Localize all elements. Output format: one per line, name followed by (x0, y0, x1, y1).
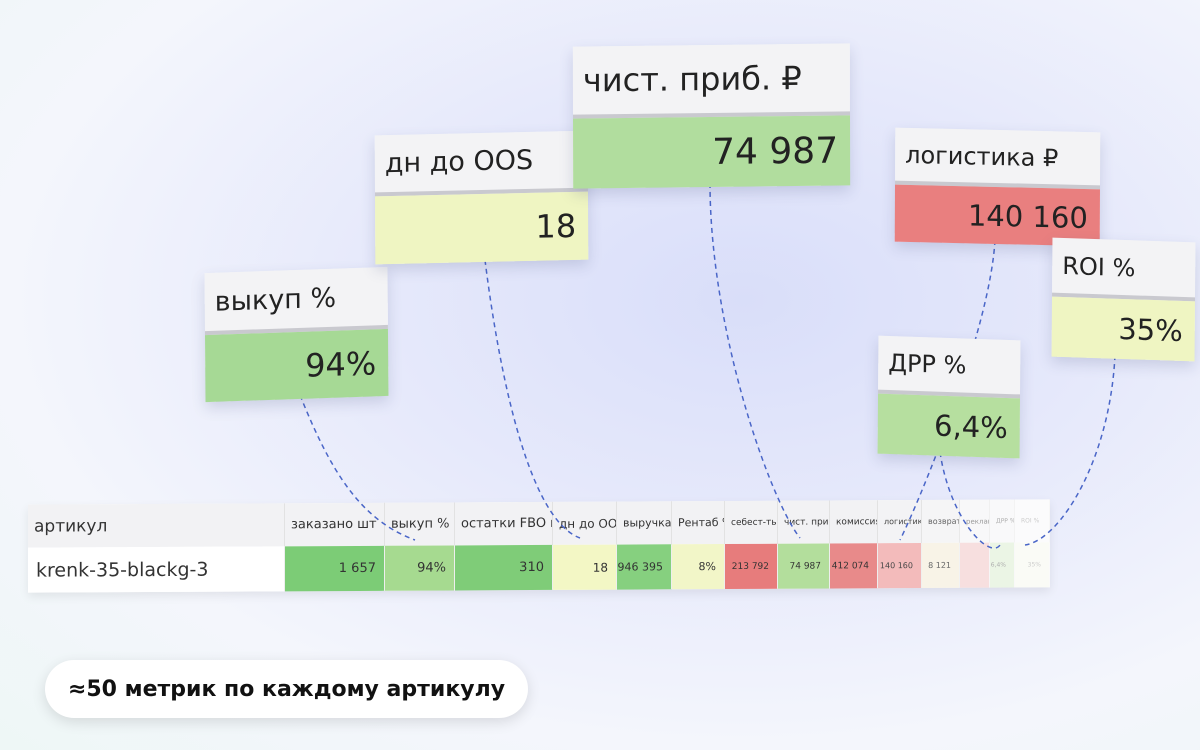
metrics-table: артикул krenk-35-blackg-3 заказано шт 1 657… (28, 499, 1050, 593)
data-cell: 6,4% (990, 542, 1015, 588)
header-cell: выручка ₽ (617, 501, 672, 545)
header-cell: комиссия ₽ (830, 500, 878, 544)
header-cell: Рентаб % (672, 501, 725, 545)
header-cell: заказано шт (285, 502, 385, 547)
callout-value: 6,4% (877, 393, 1020, 459)
header-cell: ROI % (1015, 499, 1050, 543)
header-cell: чист. приб. ₽ (778, 500, 830, 544)
callout: ДРР % 6,4% (877, 335, 1021, 459)
data-cell: 35% (1015, 542, 1050, 588)
callout-value: 140 160 (894, 184, 1100, 247)
data-cell: 18 (553, 544, 617, 590)
caption: ≈50 метрик по каждому артикулу (45, 660, 528, 718)
header-cell: остатки FBO шт (455, 501, 553, 546)
callout: чист. приб. ₽74 987 (572, 43, 851, 189)
callout-value: 35% (1051, 296, 1195, 362)
callout-label: чист. приб. ₽ (572, 43, 850, 119)
connector (709, 182, 801, 539)
callout: логистика ₽140 160 (894, 127, 1101, 247)
header-cell: реклама ₽ (960, 499, 990, 543)
data-cell: 94% (385, 545, 455, 591)
data-cell: 213 792 (725, 543, 778, 590)
header-cell: логистика ₽ (878, 499, 922, 544)
callout-label: выкуп % (204, 266, 388, 336)
callout-value: 94% (205, 328, 389, 403)
header-cell: выкуп % (385, 502, 455, 546)
data-cell: 412 074 (830, 543, 878, 589)
callout-label: ROI % (1052, 237, 1196, 302)
data-cell: 946 395 (617, 544, 672, 590)
callout-label: дн до OOS (374, 130, 588, 197)
header-cell: себест-ть ₽ (725, 500, 778, 545)
data-cell: 8 121 (922, 542, 960, 588)
connector (484, 259, 581, 539)
data-cell: 140 160 (878, 542, 922, 589)
data-cell: 310 (455, 544, 553, 591)
callout-value: 74 987 (573, 115, 851, 189)
data-cell: krenk-35-blackg-3 (28, 546, 285, 593)
data-cell: 1 657 (285, 545, 385, 592)
callout: ROI % 35% (1051, 237, 1196, 362)
callout-label: логистика ₽ (895, 127, 1101, 190)
data-cell: 74 987 (778, 543, 830, 589)
header-cell: возвраты ₽ (922, 499, 960, 543)
data-cell: 8% (672, 544, 725, 590)
data-cell (960, 542, 990, 588)
callout: выкуп % 94% (204, 266, 389, 403)
header-cell: ДРР % (990, 499, 1015, 543)
callout-label: ДРР % (878, 335, 1021, 399)
header-cell: артикул (28, 503, 285, 548)
callout: дн до OOS 18 (374, 130, 589, 265)
header-cell: дн до OOS (553, 501, 617, 545)
callout-value: 18 (374, 191, 589, 265)
